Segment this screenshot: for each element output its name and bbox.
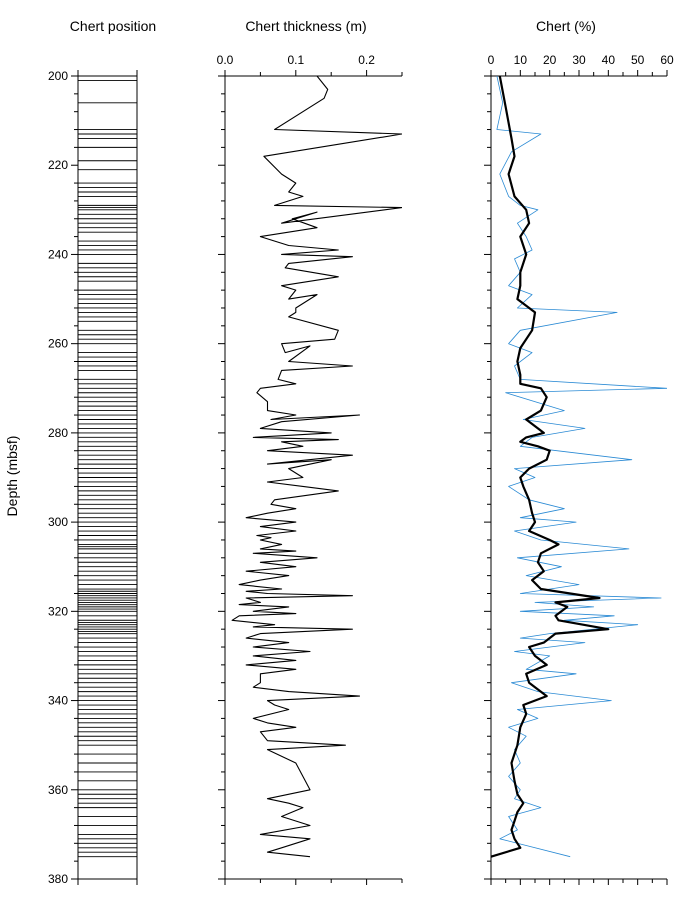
- depth-tick-label: 380: [48, 872, 68, 886]
- chert-position-lines: [78, 80, 137, 858]
- depth-axis-label: Depth (mbsf): [4, 436, 20, 517]
- chert-thickness-series: [231, 76, 402, 858]
- percent-series-line-raw: [496, 76, 667, 858]
- thickness-x-tick-label: 0.2: [358, 53, 375, 67]
- chert-position-title: Chert position: [70, 18, 156, 34]
- chert-percent-panel: Chert (%) 0 10 20 30 40 50 60: [484, 18, 674, 885]
- chert-thickness-title: Chert thickness (m): [245, 18, 366, 34]
- percent-x-tick-label: 10: [514, 53, 528, 67]
- percent-x-tick-label: 20: [543, 53, 557, 67]
- thickness-x-tick-label: 0.0: [217, 53, 234, 67]
- percent-series-line-smoothed: [490, 76, 610, 858]
- depth-tick-label: 320: [48, 604, 68, 618]
- percent-x-tick-label: 60: [660, 53, 674, 67]
- chert-percent-series: [490, 76, 667, 858]
- depth-tick-label: 260: [48, 337, 68, 351]
- depth-tick-label: 340: [48, 694, 68, 708]
- chert-percent-axes: 0 10 20 30 40 50 60: [484, 53, 674, 885]
- depth-axis: 200 220 240 260 280 300 320 340 360 380: [48, 69, 79, 886]
- depth-tick-label: 360: [48, 783, 68, 797]
- thickness-series-line-main: [231, 76, 402, 858]
- percent-x-tick-label: 0: [488, 53, 495, 67]
- depth-tick-label: 240: [48, 247, 68, 261]
- percent-x-tick-label: 30: [572, 53, 586, 67]
- chert-thickness-axes: 0.0 0.1 0.2: [217, 53, 403, 885]
- percent-x-tick-label: 40: [602, 53, 616, 67]
- depth-tick-label: 280: [48, 426, 68, 440]
- chert-percent-title: Chert (%): [536, 18, 596, 34]
- chert-thickness-panel: Chert thickness (m) 0.0 0.1 0.2: [217, 18, 403, 885]
- depth-tick-label: 200: [48, 69, 68, 83]
- thickness-x-tick-label: 0.1: [287, 53, 304, 67]
- depth-tick-label: 220: [48, 158, 68, 172]
- depth-tick-label: 300: [48, 515, 68, 529]
- chert-position-panel: Chert position Depth (mbsf) 200 220 240 260…: [4, 18, 156, 886]
- percent-x-tick-label: 50: [631, 53, 645, 67]
